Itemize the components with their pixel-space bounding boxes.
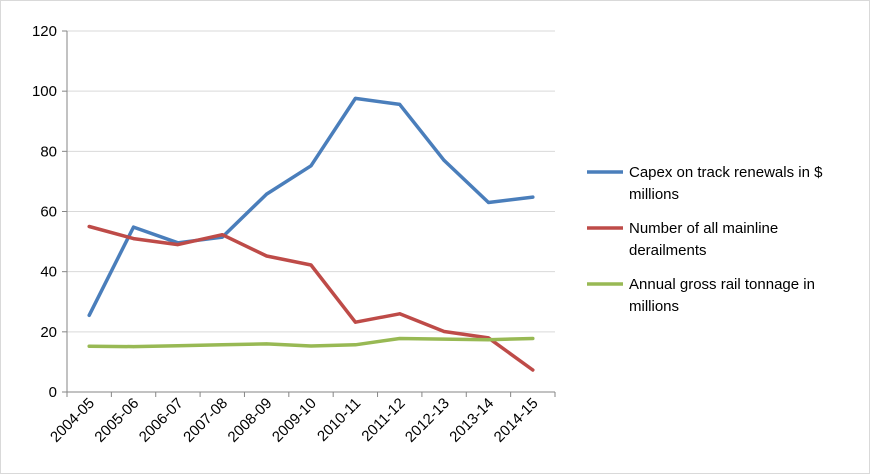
x-tick-label: 2005-06 xyxy=(91,395,142,446)
x-tick-label: 2012-13 xyxy=(402,395,453,446)
data-point xyxy=(398,312,402,316)
y-tick-label: 0 xyxy=(49,384,57,401)
x-tick-label: 2014-15 xyxy=(491,395,542,446)
data-point xyxy=(220,233,224,237)
data-point xyxy=(442,337,446,341)
y-tick-label: 20 xyxy=(40,324,57,341)
x-tick-label: 2011-12 xyxy=(358,395,408,445)
y-tick-label: 80 xyxy=(40,143,57,160)
data-point xyxy=(398,336,402,340)
y-tick-label: 120 xyxy=(32,23,57,40)
x-tick-label: 2007-08 xyxy=(180,395,231,446)
series-lines xyxy=(87,96,535,372)
data-point xyxy=(87,313,91,317)
series-line-1 xyxy=(87,96,535,318)
data-point xyxy=(353,96,357,100)
data-point xyxy=(309,344,313,348)
data-point xyxy=(442,330,446,334)
legend-label-2: derailments xyxy=(629,242,707,259)
x-tick-label: 2008-09 xyxy=(225,395,276,446)
series-line-2 xyxy=(87,224,535,372)
gridlines xyxy=(67,30,555,333)
data-point xyxy=(309,263,313,267)
y-tick-label: 60 xyxy=(40,204,57,221)
data-point xyxy=(87,344,91,348)
legend-label-1: millions xyxy=(629,186,679,203)
x-tick-label: 2004-05 xyxy=(47,395,98,446)
legend: Capex on track renewals in $ millions Numb… xyxy=(587,164,823,315)
x-tick-labels: 2004-052005-062006-072007-082008-092009-… xyxy=(47,395,542,446)
data-point xyxy=(265,254,269,258)
legend-label-1: Capex on track renewals in $ xyxy=(629,164,823,181)
data-point xyxy=(132,237,136,241)
data-point xyxy=(220,343,224,347)
data-point xyxy=(132,345,136,349)
data-point xyxy=(353,320,357,324)
data-point xyxy=(531,195,535,199)
axes xyxy=(62,30,556,397)
data-point xyxy=(486,338,490,342)
y-tick-labels: 0 20 40 60 80 100 120 xyxy=(32,23,57,401)
data-point xyxy=(486,200,490,204)
legend-label-2: Number of all mainline xyxy=(629,220,778,237)
x-tick-label: 2006-07 xyxy=(136,395,187,446)
data-point xyxy=(442,158,446,162)
x-tick-label: 2009-10 xyxy=(269,395,320,446)
y-tick-label: 40 xyxy=(40,264,57,281)
data-point xyxy=(398,102,402,106)
x-tick-label: 2010-11 xyxy=(314,395,364,445)
data-point xyxy=(531,368,535,372)
data-point xyxy=(309,164,313,168)
data-point xyxy=(87,225,91,229)
legend-label-3: Annual gross rail tonnage in xyxy=(629,276,815,293)
data-point xyxy=(353,343,357,347)
y-tick-label: 100 xyxy=(32,83,57,100)
data-point xyxy=(265,342,269,346)
x-tick-label: 2013-14 xyxy=(446,395,497,446)
data-point xyxy=(132,225,136,229)
data-point xyxy=(265,192,269,196)
data-point xyxy=(531,336,535,340)
data-point xyxy=(176,344,180,348)
data-point xyxy=(176,243,180,247)
legend-label-3: millions xyxy=(629,298,679,315)
